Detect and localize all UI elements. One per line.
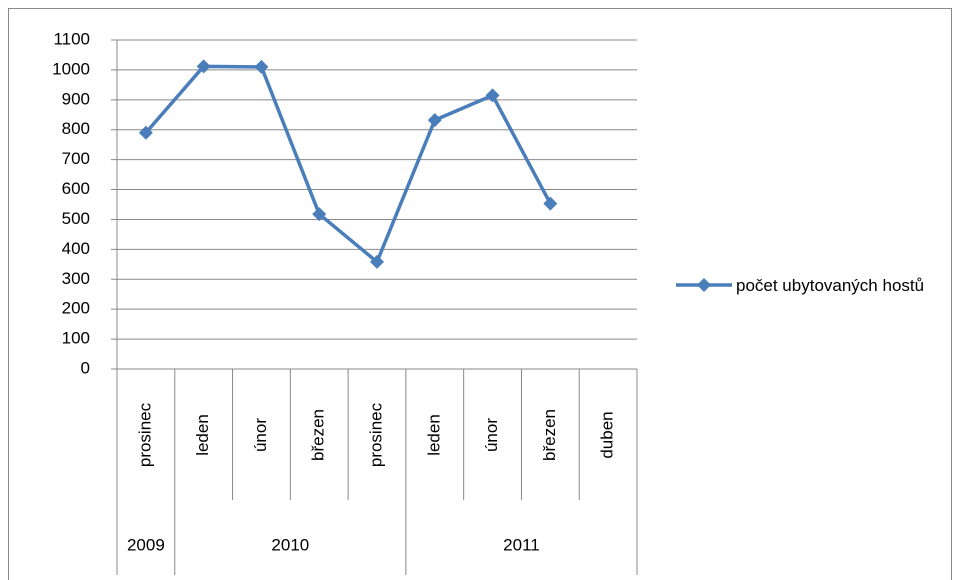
x-tick-label: únor <box>482 418 501 452</box>
series-line <box>144 64 552 264</box>
data-point <box>485 88 500 103</box>
x-tick-label: leden <box>193 414 212 456</box>
y-tick-label: 900 <box>62 89 90 108</box>
x-tick-label: březen <box>540 409 559 461</box>
data-point <box>427 113 442 128</box>
y-tick-label: 300 <box>62 269 90 288</box>
data-point <box>138 125 153 140</box>
x-tick-label: duben <box>598 411 617 458</box>
y-tick-label: 0 <box>81 358 90 377</box>
data-point <box>196 59 211 74</box>
legend-label: počet ubytovaných hostů <box>736 276 925 295</box>
x-tick-label: leden <box>424 414 443 456</box>
group-label: 2011 <box>503 535 540 554</box>
data-point <box>370 254 384 269</box>
group-label: 2009 <box>127 535 165 554</box>
y-tick-label: 400 <box>62 239 90 258</box>
legend-marker <box>697 278 711 292</box>
data-point <box>254 59 269 74</box>
x-tick-label: únor <box>251 418 270 452</box>
y-tick-label: 800 <box>62 119 90 138</box>
group-label: 2010 <box>271 535 309 554</box>
x-tick-label: prosinec <box>366 402 385 467</box>
chart-frame <box>8 8 952 580</box>
y-tick-label: 1100 <box>53 29 90 48</box>
y-tick-label: 500 <box>62 209 90 228</box>
y-tick-label: 100 <box>62 329 90 348</box>
y-tick-label: 200 <box>62 299 90 318</box>
x-tick-label: březen <box>309 409 328 461</box>
data-point <box>312 207 327 222</box>
y-tick-label: 1000 <box>52 59 90 78</box>
x-tick-label: prosinec <box>135 402 154 467</box>
data-point <box>543 196 558 211</box>
y-tick-label: 600 <box>62 179 90 198</box>
y-tick-label: 700 <box>62 149 90 168</box>
